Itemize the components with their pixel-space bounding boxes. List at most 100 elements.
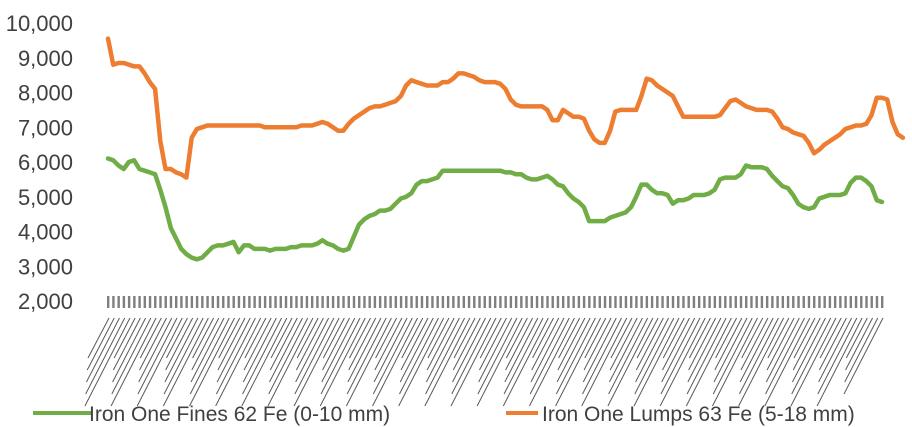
x-tick-mark bbox=[420, 296, 424, 308]
x-tick-label-glyph bbox=[322, 317, 345, 359]
x-tick-label-glyph bbox=[399, 317, 434, 383]
x-tick-mark bbox=[598, 296, 601, 308]
x-tick-mark bbox=[551, 296, 554, 308]
x-tick-label-glyph bbox=[845, 317, 873, 371]
x-tick-label-glyph bbox=[633, 317, 680, 407]
x-tick-mark bbox=[300, 296, 303, 308]
x-tick-label-glyph bbox=[791, 317, 832, 395]
x-tick-mark bbox=[582, 296, 586, 308]
x-tick-mark bbox=[358, 296, 361, 308]
x-tick-mark bbox=[258, 296, 262, 308]
y-tick-label: 2,000 bbox=[18, 289, 73, 314]
x-tick-label-glyph bbox=[712, 317, 758, 407]
x-tick-label-glyph bbox=[505, 317, 534, 371]
x-tick-mark bbox=[410, 296, 413, 308]
x-tick-label-glyph bbox=[166, 317, 188, 359]
x-tick-label-glyph bbox=[425, 317, 460, 383]
x-tick-mark bbox=[520, 296, 523, 308]
x-tick-mark bbox=[227, 296, 230, 308]
x-tick-label-glyph bbox=[845, 317, 868, 359]
x-tick-mark bbox=[802, 296, 805, 308]
x-tick-label-glyph bbox=[767, 317, 790, 359]
x-tick-label-glyph bbox=[608, 317, 643, 383]
x-tick-mark bbox=[614, 296, 617, 308]
x-tick-label-glyph bbox=[349, 317, 371, 359]
y-tick-label: 4,000 bbox=[18, 220, 73, 245]
x-tick-mark bbox=[274, 296, 277, 308]
x-tick-mark bbox=[724, 296, 727, 308]
x-tick-mark bbox=[703, 296, 706, 308]
x-tick-label-glyph bbox=[792, 317, 821, 371]
x-tick-label-glyph bbox=[581, 317, 628, 407]
x-tick-label-glyph bbox=[294, 317, 335, 395]
x-tick-mark bbox=[776, 296, 779, 308]
x-tick-label-glyph bbox=[165, 317, 194, 371]
x-tick-mark bbox=[797, 296, 800, 308]
x-tick-mark bbox=[138, 296, 141, 308]
x-tick-label-glyph bbox=[478, 317, 513, 383]
x-tick-label-glyph bbox=[687, 317, 722, 383]
x-tick-label-glyph bbox=[217, 317, 246, 371]
x-tick-label-glyph bbox=[425, 317, 466, 395]
x-tick-mark bbox=[185, 296, 188, 308]
x-tick-label-glyph bbox=[374, 317, 403, 371]
x-tick-mark bbox=[478, 296, 481, 308]
x-tick-label-glyph bbox=[816, 317, 863, 407]
x-tick-label-glyph bbox=[505, 317, 528, 359]
x-tick-mark bbox=[117, 296, 120, 308]
x-tick-mark bbox=[781, 296, 785, 308]
x-tick-label-glyph bbox=[164, 317, 199, 383]
x-tick-mark bbox=[504, 296, 507, 308]
x-tick-mark bbox=[441, 296, 445, 308]
x-tick-mark bbox=[865, 296, 868, 308]
x-tick-label-glyph bbox=[715, 317, 738, 359]
x-tick-mark bbox=[823, 296, 826, 308]
x-tick-label-glyph bbox=[322, 317, 351, 371]
x-tick-label-glyph bbox=[190, 317, 225, 383]
x-tick-mark bbox=[467, 296, 471, 308]
x-tick-label-glyph bbox=[267, 317, 314, 407]
x-tick-mark bbox=[462, 296, 466, 308]
y-tick-label: 7,000 bbox=[18, 115, 73, 140]
x-tick-mark bbox=[154, 296, 157, 308]
x-tick-mark bbox=[342, 296, 345, 308]
x-tick-mark bbox=[373, 296, 377, 308]
x-tick-mark bbox=[253, 296, 256, 308]
x-tick-mark bbox=[211, 296, 214, 308]
x-tick-label-glyph bbox=[427, 317, 450, 359]
x-tick-label-glyph bbox=[372, 317, 418, 407]
x-tick-mark bbox=[708, 296, 711, 308]
x-tick-label-glyph bbox=[112, 317, 141, 371]
y-tick-label: 8,000 bbox=[18, 81, 73, 106]
x-tick-label-glyph bbox=[400, 317, 429, 371]
x-tick-mark bbox=[269, 296, 272, 308]
x-tick-label-glyph bbox=[87, 317, 110, 359]
x-tick-label-glyph bbox=[189, 317, 230, 395]
x-tick-mark bbox=[457, 296, 460, 308]
x-tick-label-glyph bbox=[452, 317, 481, 371]
x-tick-label-glyph bbox=[714, 317, 743, 371]
x-tick-mark bbox=[860, 296, 863, 308]
x-tick-mark bbox=[290, 296, 293, 308]
x-tick-label-glyph bbox=[295, 317, 324, 371]
x-tick-label-glyph bbox=[136, 317, 183, 407]
x-tick-label-glyph bbox=[86, 317, 115, 371]
x-tick-label-glyph bbox=[555, 317, 602, 407]
x-tick-label-glyph bbox=[347, 317, 382, 383]
x-tick-label-glyph bbox=[741, 317, 764, 359]
x-tick-label-glyph bbox=[319, 317, 366, 407]
x-tick-mark bbox=[384, 296, 387, 308]
x-tick-mark bbox=[133, 296, 136, 308]
x-tick-label-glyph bbox=[479, 317, 507, 371]
x-tick-mark bbox=[415, 296, 418, 308]
x-tick-label-glyph bbox=[818, 317, 853, 383]
x-tick-mark bbox=[718, 296, 722, 308]
x-tick-mark bbox=[164, 296, 167, 308]
x-tick-label-glyph bbox=[688, 317, 717, 371]
x-tick-mark bbox=[436, 296, 439, 308]
x-tick-label-glyph bbox=[191, 317, 220, 371]
y-tick-label: 3,000 bbox=[18, 254, 73, 279]
x-tick-label-glyph bbox=[375, 317, 398, 359]
x-tick-mark bbox=[807, 296, 811, 308]
